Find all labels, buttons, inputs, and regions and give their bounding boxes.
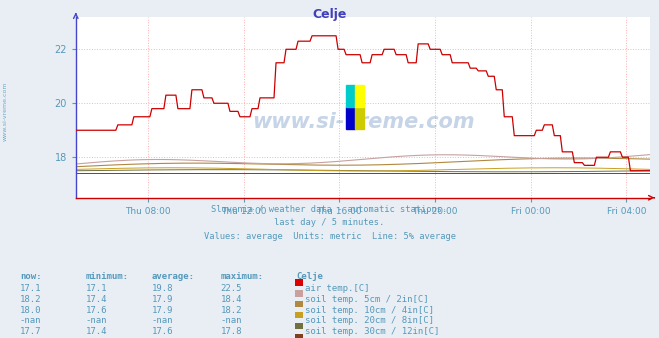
Text: Slovenia / weather data - automatic stations.
last day / 5 minutes.
Values: aver: Slovenia / weather data - automatic stat…	[204, 204, 455, 241]
Text: soil temp. 5cm / 2in[C]: soil temp. 5cm / 2in[C]	[305, 295, 429, 304]
Text: -nan: -nan	[152, 316, 173, 325]
Text: 19.8: 19.8	[152, 284, 173, 293]
Text: 22.5: 22.5	[221, 284, 243, 293]
Text: 17.6: 17.6	[152, 327, 173, 336]
Text: www.si-vreme.com: www.si-vreme.com	[3, 82, 8, 141]
Text: 17.1: 17.1	[86, 284, 107, 293]
Text: average:: average:	[152, 272, 194, 281]
Text: 18.0: 18.0	[20, 306, 42, 315]
Text: air temp.[C]: air temp.[C]	[305, 284, 370, 293]
Text: www.si-vreme.com: www.si-vreme.com	[252, 112, 474, 132]
Bar	[346, 85, 355, 107]
Text: 17.9: 17.9	[152, 295, 173, 304]
Text: -nan: -nan	[221, 316, 243, 325]
Bar	[346, 107, 355, 129]
Text: Celje: Celje	[312, 8, 347, 21]
Text: -nan: -nan	[86, 316, 107, 325]
Text: 17.8: 17.8	[221, 327, 243, 336]
Text: 17.6: 17.6	[86, 306, 107, 315]
Text: minimum:: minimum:	[86, 272, 129, 281]
Text: 18.2: 18.2	[221, 306, 243, 315]
Text: maximum:: maximum:	[221, 272, 264, 281]
Bar	[355, 107, 364, 129]
Text: 17.9: 17.9	[152, 306, 173, 315]
Text: 18.2: 18.2	[20, 295, 42, 304]
Text: Celje: Celje	[297, 272, 324, 281]
Text: -nan: -nan	[20, 316, 42, 325]
Text: 17.4: 17.4	[86, 327, 107, 336]
Text: 18.4: 18.4	[221, 295, 243, 304]
Text: soil temp. 30cm / 12in[C]: soil temp. 30cm / 12in[C]	[305, 327, 440, 336]
Text: 17.1: 17.1	[20, 284, 42, 293]
Text: now:: now:	[20, 272, 42, 281]
Text: 17.4: 17.4	[86, 295, 107, 304]
Text: soil temp. 20cm / 8in[C]: soil temp. 20cm / 8in[C]	[305, 316, 434, 325]
Bar	[355, 85, 364, 107]
Text: 17.7: 17.7	[20, 327, 42, 336]
Text: soil temp. 10cm / 4in[C]: soil temp. 10cm / 4in[C]	[305, 306, 434, 315]
